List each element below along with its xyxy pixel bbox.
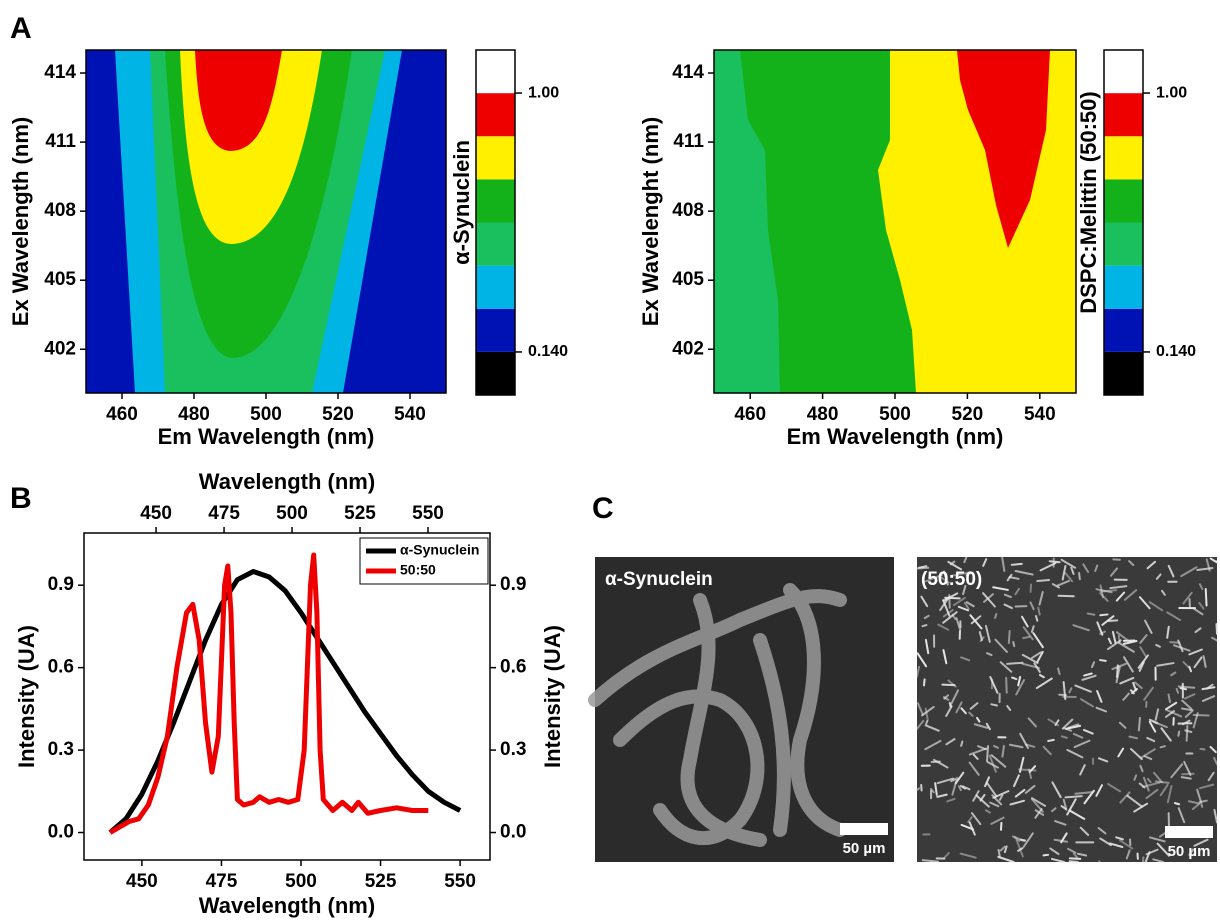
y-tick-label: 405 [44,269,76,290]
legend-label: α-Synuclein [400,542,479,558]
colorbar-band [476,351,515,395]
y-tick-label: 0.3 [48,739,74,760]
y-axis-label: Intensity (UA) [14,625,39,768]
contour-map [714,50,1076,393]
contour-region [195,50,282,151]
x2-tick-label: 550 [412,503,444,524]
x-tick-label: 500 [879,404,911,425]
colorbar-band [476,93,515,137]
panel-letter: A [10,12,32,45]
y-axis-label: Ex Wavelength (nm) [8,117,33,326]
x-tick-label: 550 [444,871,476,892]
y2-tick-label: 0.9 [500,574,526,595]
x-tick-label: 540 [1024,404,1056,425]
colorbar-frame [1103,49,1144,396]
x-tick-label: 500 [285,871,317,892]
y-tick-label: 402 [44,338,76,359]
colorbar-band [1104,179,1143,223]
x-tick-label: 500 [250,404,282,425]
y-tick-label: 408 [672,200,704,221]
y-tick-label: 0.6 [48,657,74,678]
x2-tick-label: 475 [208,503,240,524]
plot-frame [83,532,491,861]
colorbar-band [1104,308,1143,352]
colorbar-label: α-Synuclein [449,140,474,265]
x2-axis-label: Wavelength (nm) [199,469,375,494]
colorbar-band [476,136,515,180]
legend-box [359,537,489,585]
y-tick-label: 414 [44,62,76,83]
panel-letter: C [592,492,614,525]
colorbar-band [476,308,515,352]
x-axis-label: Em Wavelength (nm) [787,424,1004,449]
micrograph: 50 µm (50:50) [916,556,1218,863]
scale-bar-label: 50 µm [1168,843,1211,860]
colorbar-band [1104,222,1143,266]
micrograph: 50 µm α-Synuclein [588,557,894,862]
colorbar-band [1104,50,1143,94]
colorbar-tick-label: 1.00 [528,84,559,101]
x-tick-label: 460 [734,404,766,425]
x2-tick-label: 450 [140,503,172,524]
colorbar-band [1104,136,1143,180]
image-label: (50:50) [921,569,982,590]
y-tick-label: 408 [44,200,76,221]
x-tick-label: 475 [206,871,238,892]
legend-label: 50:50 [400,562,436,578]
y-axis-label: Ex Wavelenght (nm) [638,117,663,326]
y-tick-label: 0.0 [48,822,74,843]
colorbar-tick-label: 1.00 [1156,84,1187,101]
contour-map [86,50,446,393]
colorbar-tick-label: 0.140 [528,343,568,360]
x-tick-label: 480 [178,404,210,425]
x2-tick-label: 525 [344,503,376,524]
x-tick-label: 450 [126,871,158,892]
colorbar-frame [475,49,516,396]
colorbar-band [1104,351,1143,395]
x-tick-label: 520 [322,404,354,425]
y2-tick-label: 0.6 [500,657,526,678]
contour-region [714,50,780,393]
x-tick-label: 525 [365,871,397,892]
contour-region [957,50,1050,248]
y-tick-label: 411 [45,131,76,152]
x-axis-label: Wavelength (nm) [199,893,375,918]
y2-tick-label: 0.3 [500,739,526,760]
colorbar-band [476,222,515,266]
y-tick-label: 411 [673,131,704,152]
scale-bar-label: 50 µm [843,840,886,857]
colorbar-tick-label: 0.140 [1156,343,1196,360]
y-tick-label: 0.9 [48,574,74,595]
y2-tick-label: 0.0 [500,822,526,843]
colorbar-band [1104,265,1143,309]
colorbar-label: DSPC:Melittin (50:50) [1076,91,1101,313]
series-line [108,552,429,835]
y2-axis-label: Intensity (UA) [540,625,565,768]
x-tick-label: 460 [106,404,138,425]
colorbar-band [1104,93,1143,137]
y-tick-label: 405 [672,269,704,290]
colorbar-band [476,265,515,309]
image-label: α-Synuclein [605,569,713,590]
x-tick-label: 520 [952,404,984,425]
panel-letter: B [10,482,32,515]
y-tick-label: 414 [672,62,704,83]
x-tick-label: 480 [807,404,839,425]
x-axis-label: Em Wavelength (nm) [158,424,375,449]
x-tick-label: 540 [394,404,426,425]
colorbar-band [476,179,515,223]
colorbar-band [476,50,515,94]
y-tick-label: 402 [672,338,704,359]
series-line [108,569,462,835]
x2-tick-label: 500 [276,503,308,524]
